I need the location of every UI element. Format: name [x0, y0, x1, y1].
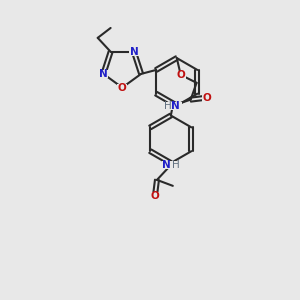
Text: H: H: [172, 160, 180, 170]
Bar: [176, 71, 186, 79]
Text: N: N: [171, 100, 180, 111]
Text: O: O: [118, 82, 127, 93]
Bar: [117, 84, 127, 92]
Bar: [164, 102, 182, 110]
Text: N: N: [163, 160, 171, 170]
Text: O: O: [151, 191, 159, 201]
Text: N: N: [130, 47, 138, 57]
Text: O: O: [176, 70, 185, 80]
Bar: [162, 161, 180, 169]
Bar: [202, 94, 212, 102]
Text: H: H: [164, 100, 172, 111]
Bar: [98, 70, 108, 78]
Bar: [150, 192, 160, 200]
Text: O: O: [202, 93, 211, 103]
Text: N: N: [99, 69, 108, 79]
Bar: [129, 48, 139, 56]
